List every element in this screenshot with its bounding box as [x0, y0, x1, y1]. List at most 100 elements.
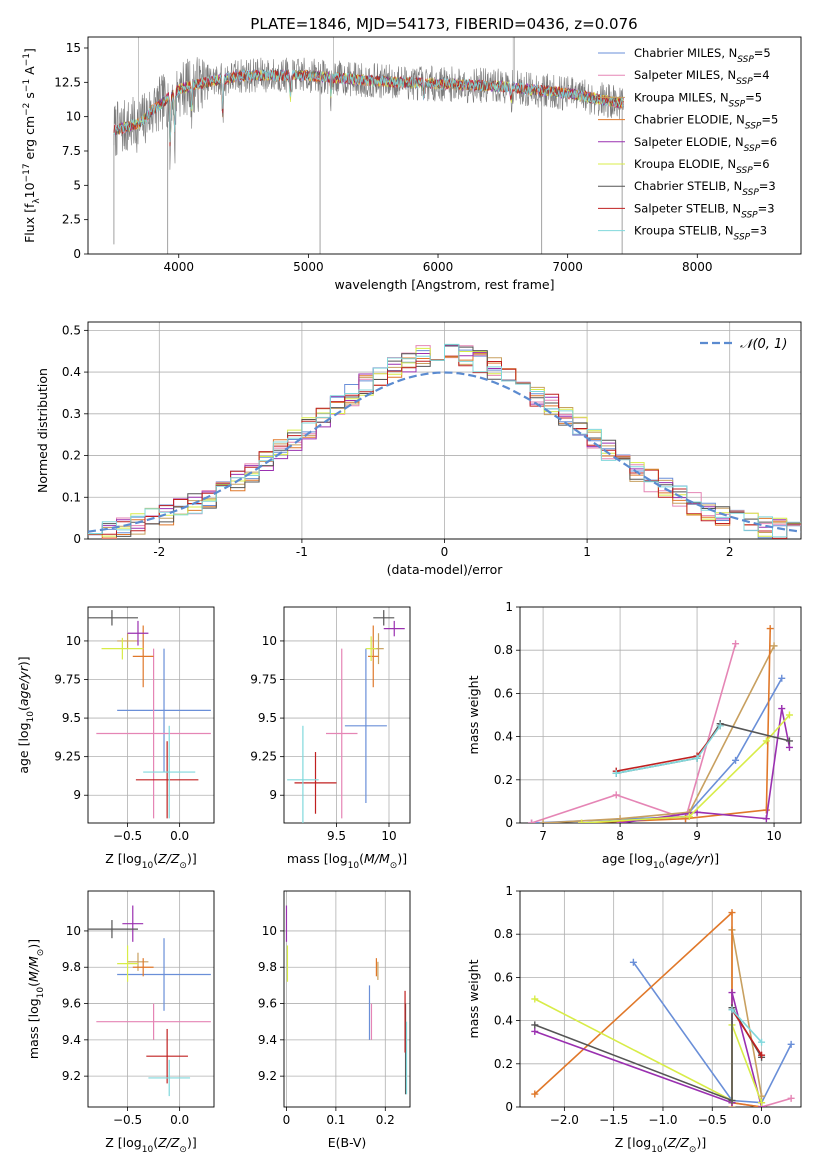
x-tick-label: 9 [693, 829, 701, 843]
label-part: SSP [737, 55, 754, 65]
mass-weight-series-line [731, 929, 763, 1107]
y-tick-label: 10 [66, 924, 81, 938]
age-vs-Z-plot-area [88, 610, 211, 819]
label-part: 10 [36, 987, 46, 999]
label-part: ( [664, 851, 669, 866]
x-tick-label: 0.0 [752, 1113, 771, 1127]
label-part: age/yr [16, 665, 31, 706]
label-part: =3 [759, 179, 776, 193]
data-point-marker [732, 756, 740, 764]
mass-weight-series-line [534, 998, 763, 1103]
mass-vs-ebv-axes-frame [283, 890, 411, 1108]
data-point-marker [785, 743, 793, 751]
data-point-marker [762, 815, 770, 823]
label-part: Z/Z [667, 1135, 690, 1150]
y-tick-label: 9.25 [54, 750, 81, 764]
label-part: 10 [651, 1145, 663, 1155]
mass-weight-series-line [731, 1009, 763, 1056]
y-tick-label: 0.3 [62, 407, 81, 421]
data-point-marker [716, 722, 724, 730]
data-point-marker [787, 1040, 795, 1048]
label-part: Z [log [105, 1135, 141, 1150]
residuals-y-axis-label: Normed distribution [35, 368, 50, 493]
label-part: Kroupa STELIB, N [634, 224, 734, 238]
label-part: =5 [745, 90, 762, 104]
label-part: ( [663, 1135, 668, 1150]
spectrum-x-axis-label: wavelength [Angstrom, rest frame] [334, 277, 554, 292]
y-tick-label: 7.5 [62, 144, 81, 158]
x-tick-label: 7000 [552, 260, 583, 274]
label-part: 10 [653, 861, 665, 871]
y-tick-label: 0.6 [494, 970, 513, 984]
mass-weight-vs-age-plot-area [528, 625, 793, 823]
data-point-marker [728, 909, 736, 917]
label-part: −17 [22, 163, 32, 182]
y-tick-label: 9.5 [258, 711, 277, 725]
label-part: ⊙ [179, 1145, 187, 1155]
x-tick-label: 0.1 [326, 1113, 345, 1127]
y-tick-label: 9 [73, 788, 81, 802]
y-tick-label: 12.5 [54, 75, 81, 89]
x-tick-label: 0 [283, 1113, 291, 1127]
data-point-marker [758, 1099, 766, 1107]
x-tick-label: 8 [616, 829, 624, 843]
y-tick-label: 10 [66, 110, 81, 124]
y-tick-label: 0.2 [62, 449, 81, 463]
y-tick-label: 9.75 [54, 673, 81, 687]
label-part: 10 [142, 1145, 154, 1155]
x-tick-label: −0.5 [113, 1113, 142, 1127]
x-tick-label: −1.5 [599, 1113, 628, 1127]
label-part: =4 [753, 68, 770, 82]
x-tick-label: −1.0 [648, 1113, 677, 1127]
label-part: )] [187, 1135, 197, 1150]
label-part: −2 [22, 103, 32, 116]
mass-weight-series-line [534, 910, 762, 1107]
model-spectrum-line [113, 68, 624, 143]
label-part: Z/Z [157, 851, 180, 866]
y-tick-label: 0 [73, 532, 81, 546]
mass-weight-vs-Z-axes-frame [519, 890, 802, 1108]
y-tick-label: 10 [262, 924, 277, 938]
label-part: Chabrier ELODIE, N [634, 113, 745, 127]
label-part: A [22, 66, 37, 79]
label-part: erg cm [22, 116, 37, 164]
legend-entry-label: Kroupa MILES, NSSP=5 [634, 90, 762, 109]
label-part: 10 [142, 861, 154, 871]
label-part: ] [22, 48, 37, 53]
spectrum-axes-frame [87, 36, 802, 255]
x-tick-label: -1 [296, 545, 308, 559]
label-part: −1 [22, 79, 32, 92]
label-part: ( [153, 851, 158, 866]
observed-spectrum-line [113, 57, 624, 170]
legend-entry-label: 𝒩(0, 1) [740, 337, 787, 352]
y-tick-label: 1 [505, 600, 513, 614]
y-tick-label: 0.8 [494, 927, 513, 941]
y-tick-label: 0 [73, 247, 81, 261]
age-vs-Z-x-axis-label: Z [log10(Z/Z⊙)] [105, 851, 196, 871]
x-tick-label: 2 [726, 545, 734, 559]
mass-vs-ebv-panel: 0 0.1 0.2 9.2 9.4 9.6 9.8 10 E(B-V) [258, 890, 411, 1150]
data-point-marker [539, 819, 547, 823]
label-part: SSP [745, 122, 762, 132]
label-part: Z/Z [157, 1135, 180, 1150]
legend-entry-label: Salpeter MILES, NSSP=4 [634, 68, 770, 87]
age-vs-mass-plot-area [287, 610, 405, 823]
data-point-marker [531, 1090, 539, 1098]
data-point-marker [612, 769, 620, 777]
data-point-marker [693, 754, 701, 762]
y-tick-label: 9.6 [62, 997, 81, 1011]
data-point-marker [728, 1006, 736, 1014]
spectrum-plot-area [113, 37, 624, 254]
legend-entry-label: Salpeter STELIB, NSSP=3 [634, 201, 775, 220]
label-part: ⊙ [689, 1145, 697, 1155]
label-part: SSP [742, 188, 759, 198]
mass-weight-vs-age-y-axis-label: mass weight [466, 675, 481, 754]
label-part: SSP [736, 77, 753, 87]
label-part: age [log [602, 851, 653, 866]
y-tick-label: 9.25 [250, 750, 277, 764]
mass-weight-series-line [534, 992, 763, 1107]
label-part: SSP [744, 144, 761, 154]
x-tick-label: 0.0 [170, 829, 189, 843]
legend-entry-label: Kroupa ELODIE, NSSP=6 [634, 157, 770, 176]
